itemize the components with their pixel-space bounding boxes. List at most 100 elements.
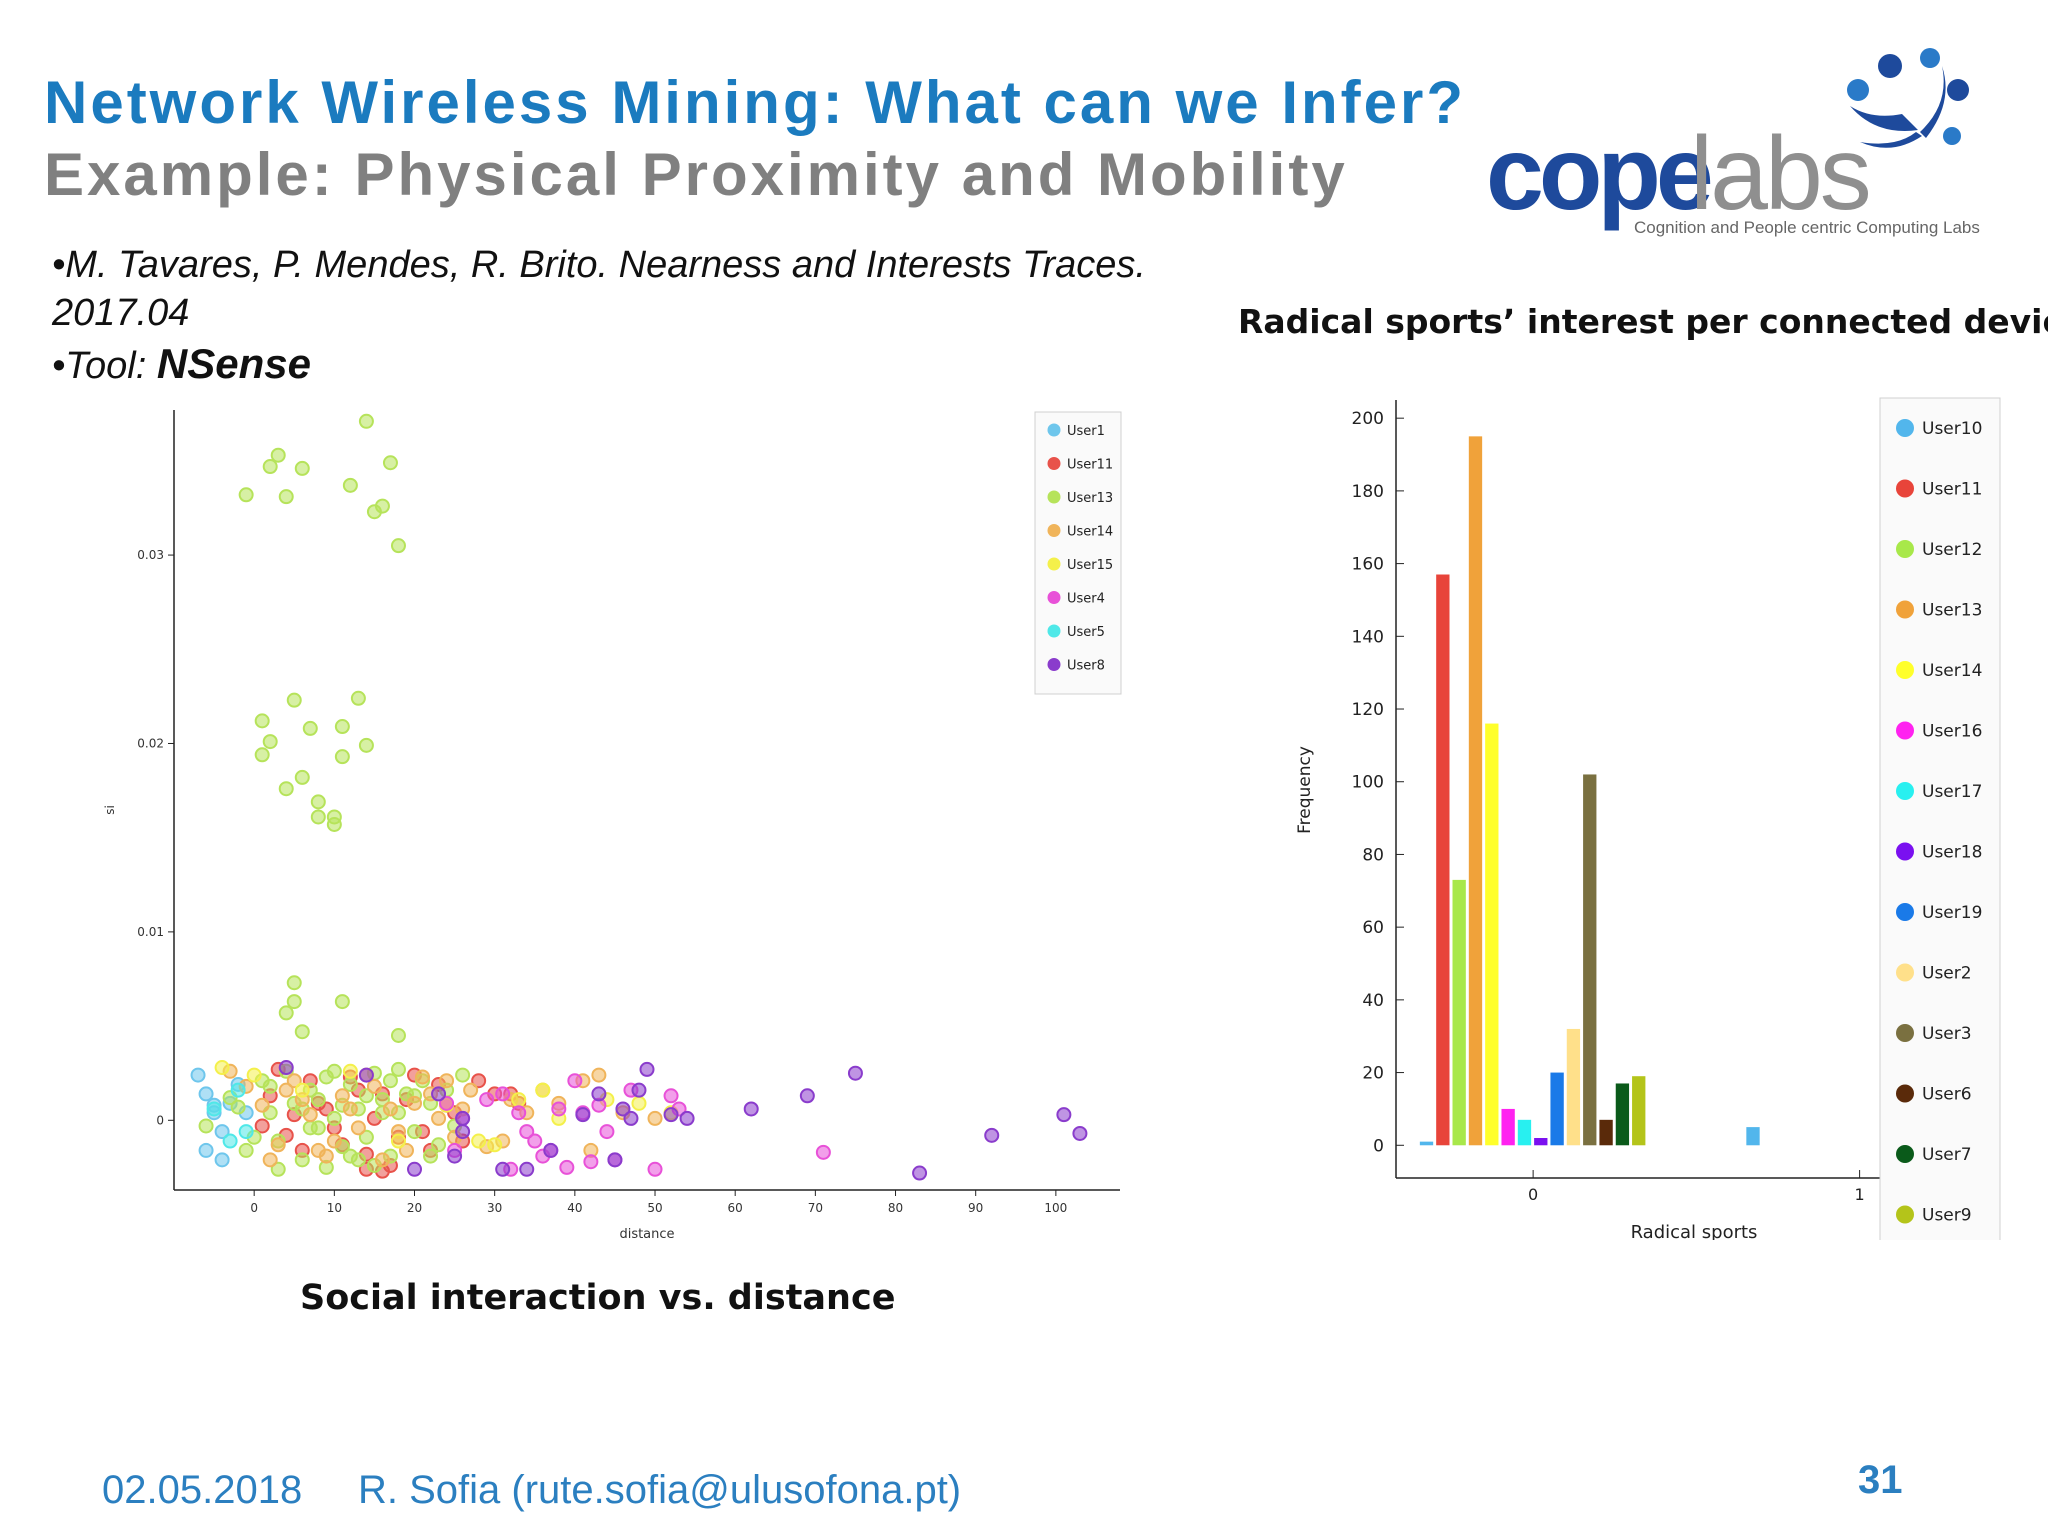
scatter-point-user13: [262, 734, 278, 750]
scatter-point-user14: [334, 1088, 350, 1104]
y-tick-label: 160: [1352, 555, 1384, 575]
scatter-point-user13: [423, 1148, 439, 1164]
scatter-point-user1: [214, 1124, 230, 1140]
legend-label: User5: [1067, 625, 1105, 640]
bar-user13: [1468, 436, 1483, 1146]
logo-tagline: Cognition and People centric Computing L…: [1634, 218, 1980, 237]
x-tick-label: 40: [567, 1201, 582, 1215]
scatter-point-user15: [471, 1133, 487, 1149]
scatter-point-user14: [254, 1097, 270, 1113]
y-tick-label: 20: [1362, 1064, 1384, 1084]
scatter-point-user15: [487, 1137, 503, 1153]
x-axis-label: distance: [619, 1227, 674, 1242]
scatter-point-user14: [647, 1110, 663, 1126]
scatter-point-user14: [431, 1110, 447, 1126]
legend-swatch-user14: [1896, 661, 1914, 679]
scatter-point-user13: [326, 1110, 342, 1126]
scatter-legend-box: [1034, 411, 1122, 695]
scatter-point-user8: [984, 1127, 1000, 1143]
scatter-point-user4: [559, 1159, 575, 1175]
scatter-point-user13: [455, 1067, 471, 1083]
legend-swatch-user18: [1896, 842, 1914, 861]
y-axis-label: si: [103, 805, 117, 815]
scatter-point-user15: [342, 1063, 358, 1079]
y-tick-label: 140: [1352, 627, 1384, 647]
scatter-point-user8: [519, 1161, 535, 1177]
scatter-point-user14: [278, 1082, 294, 1098]
scatter-point-user13: [390, 1028, 406, 1044]
legend-label: User8: [1067, 659, 1105, 674]
scatter-point-user5: [206, 1101, 222, 1117]
legend-swatch-user6: [1896, 1084, 1914, 1103]
legend-swatch-user2: [1896, 963, 1914, 982]
scatter-point-user13: [390, 1061, 406, 1077]
legend-label: User10: [1922, 419, 1982, 439]
scatter-point-user14: [374, 1152, 390, 1168]
legend-swatch-user1: [1047, 423, 1061, 437]
scatter-point-user13: [310, 794, 326, 810]
scatter-point-user8: [631, 1082, 647, 1098]
scatter-point-user14: [342, 1101, 358, 1117]
legend-label: User19: [1922, 903, 1982, 923]
scatter-point-user8: [615, 1101, 631, 1117]
scatter-point-user14: [270, 1137, 286, 1153]
legend-swatch-user19: [1896, 903, 1914, 921]
scatter-point-user15: [511, 1092, 527, 1108]
legend-label: User13: [1922, 601, 1982, 621]
legend-swatch-user15: [1047, 557, 1061, 571]
legend-swatch-user12: [1896, 540, 1914, 558]
scatter-point-user4: [583, 1154, 599, 1170]
legend-label: User2: [1922, 964, 1972, 984]
scatter-point-user15: [214, 1060, 230, 1076]
scatter-point-user5: [230, 1082, 246, 1098]
bar-chart-caption: Radical sports’ interest per connected d…: [1238, 302, 2048, 341]
legend-label: User3: [1922, 1024, 1972, 1044]
bar-user12: [1452, 879, 1466, 1146]
legend-swatch-user11: [1047, 457, 1061, 470]
legend-swatch-user11: [1896, 479, 1914, 498]
bar-user7: [1615, 1083, 1630, 1146]
scatter-point-user5: [222, 1133, 238, 1149]
logo-emblem-icon: [1847, 48, 1969, 148]
bar-user3: [1583, 774, 1597, 1146]
scatter-point-user8: [278, 1060, 294, 1076]
legend-label: User14: [1922, 661, 1982, 681]
scatter-point-user13: [270, 447, 286, 463]
scatter-point-user13: [382, 1073, 398, 1089]
bar-chart: 0 20 40 60 80 100 120 140 160 180 200 0 1 Radical spo…: [1295, 397, 2001, 1240]
legend-label: User17: [1922, 782, 1982, 802]
scatter-point-user14: [439, 1073, 455, 1089]
scatter-point-user14: [350, 1120, 366, 1136]
legend-label: User7: [1922, 1145, 1972, 1165]
scatter-point-user13: [294, 769, 310, 785]
y-tick-label: 0: [156, 1113, 164, 1127]
scatter-point-user14: [286, 1073, 302, 1089]
y-tick-label: 120: [1352, 700, 1384, 720]
legend-label: User15: [1067, 558, 1113, 573]
scatter-point-user8: [639, 1061, 655, 1077]
scatter-point-user8: [1072, 1125, 1088, 1141]
x-tick-label: 70: [808, 1201, 823, 1215]
scatter-point-user14: [302, 1107, 318, 1123]
scatter-point-user13: [286, 692, 302, 708]
scatter-point-user1: [214, 1152, 230, 1168]
scatter-point-user8: [431, 1086, 447, 1102]
scatter-point-user13: [358, 1129, 374, 1145]
scatter-point-user13: [198, 1118, 214, 1134]
scatter-point-user14: [382, 1101, 398, 1117]
scatter-point-user13: [302, 720, 318, 736]
scatter-point-user8: [1056, 1107, 1072, 1123]
scatter-point-user15: [631, 1095, 647, 1111]
x-tick-label: 100: [1044, 1201, 1067, 1215]
scatter-point-user13: [230, 1099, 246, 1115]
x-tick-label: 60: [728, 1201, 743, 1215]
legend-swatch-user14: [1047, 524, 1061, 537]
tool-bullet: •Tool: NSense: [52, 340, 311, 388]
scatter-point-user5: [238, 1124, 254, 1140]
scatter-point-user13: [326, 1063, 342, 1079]
scatter-point-user13: [254, 747, 270, 763]
scatter-point-user1: [198, 1086, 214, 1102]
scatter-point-user13: [310, 809, 326, 825]
scatter-point-user8: [455, 1110, 471, 1126]
y-tick-label: 100: [1352, 773, 1384, 793]
